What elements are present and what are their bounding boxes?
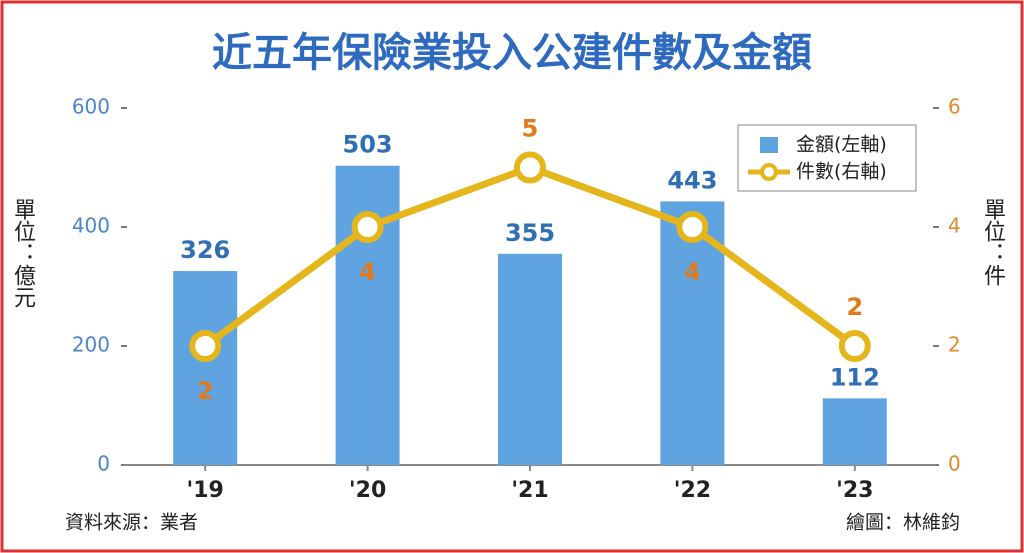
bar xyxy=(173,271,238,465)
chart-title: 近五年保險業投入公建件數及金額 xyxy=(212,30,812,76)
bar-value-label: 355 xyxy=(505,219,555,247)
line-value-label: 4 xyxy=(359,258,376,286)
line-value-label: 4 xyxy=(684,258,701,286)
y-tick-label: 0 xyxy=(97,452,110,476)
credit: 繪圖：林維鈞 xyxy=(846,512,960,534)
line-point xyxy=(838,330,871,362)
y-axis-label: 單位：億元 xyxy=(10,198,36,308)
bar-value-label: 443 xyxy=(667,166,717,194)
line-value-label: 2 xyxy=(197,377,214,405)
legend-label: 金額(左軸) xyxy=(796,134,887,156)
line-point xyxy=(514,151,546,184)
y2-tick-label: 4 xyxy=(948,214,961,238)
source: 資料來源：業者 xyxy=(65,512,198,534)
line-point xyxy=(351,211,384,243)
y-tick-label: 200 xyxy=(72,333,110,357)
x-tick-label: '21 xyxy=(511,478,548,503)
x-tick-label: '20 xyxy=(349,478,386,503)
x-tick-label: '19 xyxy=(187,478,224,503)
y2-tick-label: 2 xyxy=(948,333,961,357)
bar xyxy=(822,398,887,465)
y-tick-label: 400 xyxy=(72,214,110,238)
line-point xyxy=(676,211,709,243)
legend-label: 件數(右軸) xyxy=(796,161,887,183)
legend-swatch xyxy=(760,137,778,153)
y-tick-label: 600 xyxy=(72,95,110,119)
line-value-label: 5 xyxy=(522,115,539,143)
x-tick-label: '23 xyxy=(836,478,873,503)
bar-value-label: 326 xyxy=(180,236,230,264)
y2-axis-label: 單位：件 xyxy=(980,198,1006,286)
bar xyxy=(335,165,400,465)
y2-tick-label: 0 xyxy=(948,452,961,476)
x-tick-label: '22 xyxy=(674,478,711,503)
bar-value-label: 503 xyxy=(343,131,393,159)
bar-value-label: 112 xyxy=(830,363,880,391)
line-value-label: 2 xyxy=(846,293,863,321)
line-point xyxy=(189,330,222,362)
bar xyxy=(498,253,562,465)
legend-swatch xyxy=(760,163,778,181)
y2-tick-label: 6 xyxy=(948,95,961,119)
